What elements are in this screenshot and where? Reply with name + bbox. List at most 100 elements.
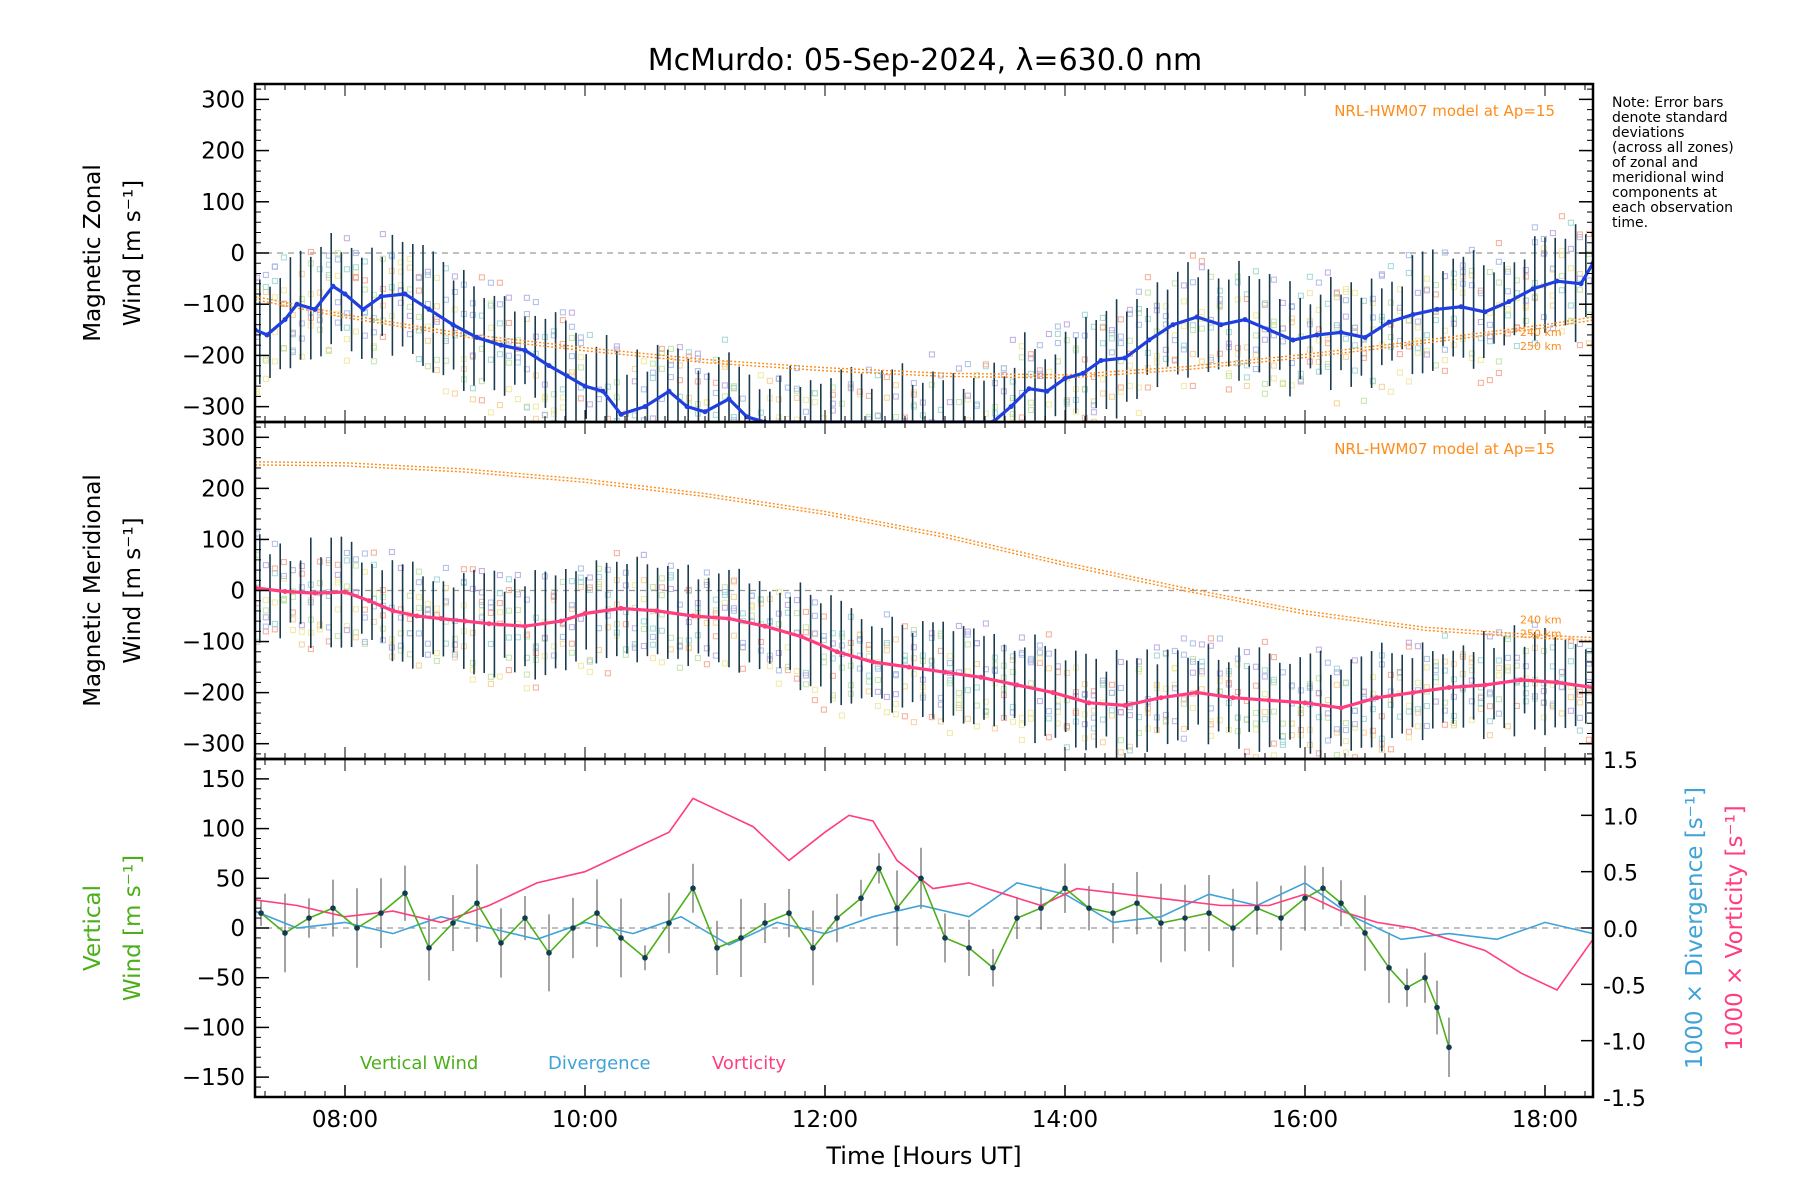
zone-marker [1549,230,1556,237]
zone-marker [848,456,853,461]
zone-marker [874,665,881,672]
zone-marker [1081,332,1088,339]
zone-marker [1009,414,1016,421]
zone-marker [1063,399,1070,406]
zone-marker [424,268,431,275]
zone-marker [605,427,610,432]
zone-marker [1369,727,1376,734]
zone-marker [523,685,530,692]
data-point [1362,335,1368,340]
zone-marker [1180,635,1187,642]
zone-marker [469,566,476,573]
zone-marker [451,273,458,280]
zone-marker [1055,429,1060,434]
zone-marker [1099,324,1106,331]
zone-marker [623,434,628,439]
data-point [1338,705,1344,711]
zone-marker [946,399,953,406]
zone-marker [514,571,521,579]
zone-marker [812,443,817,448]
data-point [786,910,792,916]
zone-marker [874,413,881,420]
zone-marker [577,395,584,402]
zone-marker [1495,279,1502,286]
model-alt-label: 240 km [1520,613,1562,626]
zone-marker [1189,252,1196,259]
zone-marker [857,447,862,452]
zone-marker [1018,343,1025,350]
zone-marker [1027,655,1034,662]
zone-marker [424,640,431,647]
zone-marker [1270,362,1277,369]
zone-marker [469,585,476,592]
zone-marker [1180,382,1187,390]
zone-marker [820,653,827,660]
zone-marker [992,435,997,440]
zone-marker [1036,698,1043,705]
zone-marker [892,711,899,718]
zone-marker [280,345,287,352]
zone-marker [1468,267,1475,274]
zone-marker [1468,655,1475,662]
y2-tick-label: 1.0 [1603,805,1638,830]
zone-marker [1423,722,1430,730]
data-point [726,616,732,622]
zone-marker [892,393,899,400]
zone-marker [577,662,584,669]
zone-marker [262,283,269,291]
zone-marker [577,578,584,585]
zone-marker [982,361,989,368]
zone-marker [902,462,907,467]
zone-marker [1180,725,1187,732]
zone-marker [334,571,341,578]
zone-marker [1045,715,1052,722]
zone-marker [775,667,782,674]
zone-marker [1117,709,1124,716]
zone-marker [415,594,422,601]
zone-marker [559,404,566,411]
zone-marker [1342,719,1349,727]
zone-marker [956,444,961,449]
zone-marker [1558,252,1565,259]
data-point [1086,905,1092,911]
y-tick-label: 100 [201,190,245,216]
zone-marker [1325,760,1330,765]
zone-marker [1117,658,1124,666]
data-point [1254,905,1260,911]
zone-marker [758,446,763,451]
zone-marker [262,614,269,621]
zone-marker [1171,647,1178,655]
zone-marker [1099,314,1106,321]
zone-marker [388,548,395,556]
zone-marker [703,399,710,406]
y-tick-label: −100 [182,1015,245,1041]
data-point [1026,386,1032,392]
zone-marker [1504,288,1511,295]
zone-marker [632,433,637,438]
data-point [414,613,420,619]
zone-marker [316,289,323,296]
zone-marker [1108,681,1115,688]
zone-marker [577,574,584,581]
zone-marker [1063,337,1070,344]
zone-marker [1252,682,1259,689]
zone-marker [1504,330,1511,337]
zone-marker [865,678,872,685]
zone-marker [784,667,791,674]
data-point [306,915,312,921]
zone-marker [1315,358,1322,365]
zone-marker [1522,690,1529,697]
zone-marker [1351,367,1358,374]
data-point [918,875,924,882]
zone-marker [604,383,611,390]
zone-marker [1387,701,1394,708]
zone-marker [1495,240,1502,247]
zone-marker [955,702,962,709]
zone-marker [640,358,647,365]
zone-marker [802,608,809,615]
zone-marker [946,660,953,667]
data-point [1110,910,1116,916]
zone-marker [1558,213,1565,220]
zone-marker [505,667,512,674]
